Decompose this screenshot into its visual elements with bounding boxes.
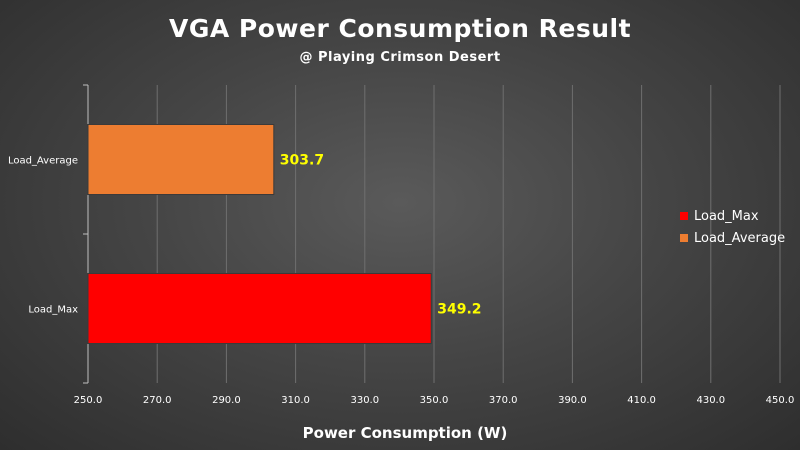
y-category-label: Load_Max (28, 305, 78, 316)
x-tick-label: 370.0 (489, 395, 518, 406)
x-axis-label: Power Consumption (W) (302, 424, 508, 442)
x-tick-label: 290.0 (212, 395, 241, 406)
legend-item-load-max: Load_Max (680, 205, 785, 227)
legend: Load_Max Load_Average (680, 205, 785, 249)
legend-label-load-max: Load_Max (694, 208, 759, 224)
chart-subtitle: @ Playing Crimson Desert (299, 50, 501, 65)
bar-load-average (87, 123, 275, 196)
x-tick-label: 410.0 (627, 395, 656, 406)
data-label: 303.7 (280, 153, 324, 169)
legend-label-load-average: Load_Average (694, 230, 786, 246)
x-tick-label: 450.0 (766, 395, 795, 406)
y-category-label: Load_Average (8, 156, 78, 167)
x-tick-label: 390.0 (558, 395, 587, 406)
x-tick-label: 310.0 (281, 395, 310, 406)
chart-title: VGA Power Consumption Result (168, 14, 632, 43)
x-tick-label: 330.0 (350, 395, 379, 406)
bar-load-max (87, 272, 432, 345)
legend-swatch-load-average (680, 234, 688, 242)
x-tick-label: 350.0 (420, 395, 449, 406)
data-label: 349.2 (437, 302, 481, 318)
x-tick-label: 430.0 (696, 395, 725, 406)
x-tick-label: 270.0 (143, 395, 172, 406)
x-tick-label: 250.0 (74, 395, 103, 406)
legend-item-load-average: Load_Average (680, 227, 785, 249)
legend-swatch-load-max (680, 212, 688, 220)
